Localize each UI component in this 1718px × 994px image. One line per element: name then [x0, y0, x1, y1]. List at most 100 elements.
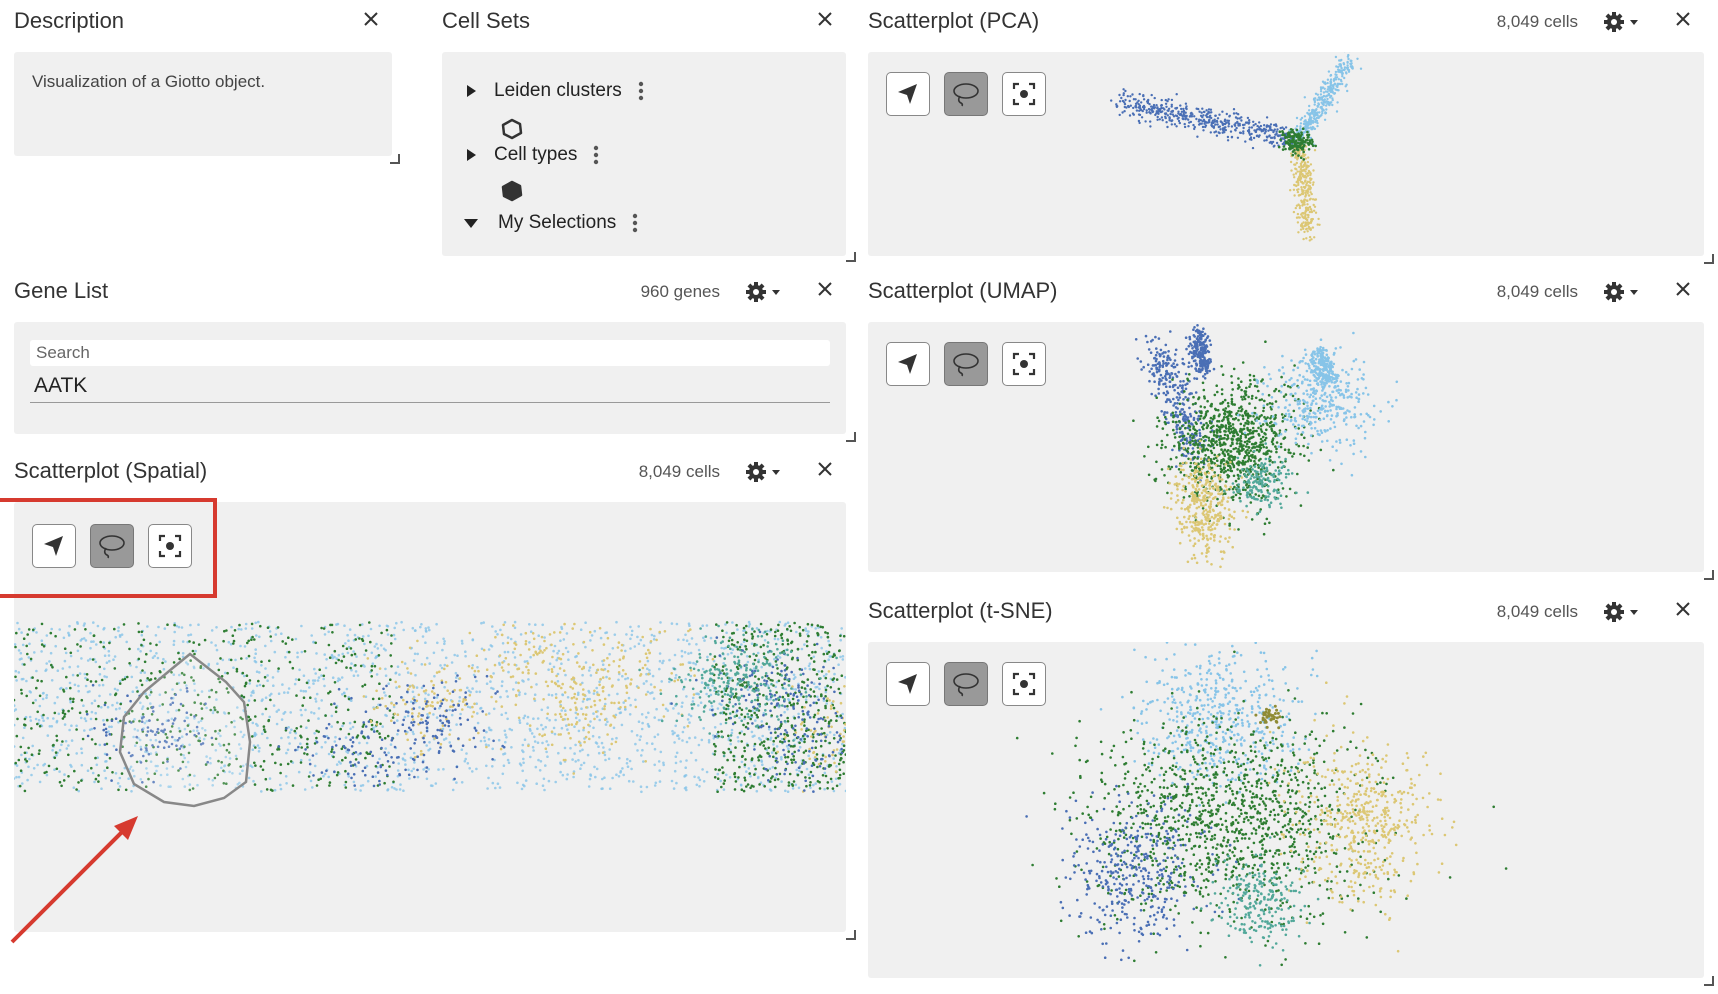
- pointer-tool-button[interactable]: [886, 72, 930, 116]
- caret-right-icon: [467, 85, 476, 97]
- cell-sets-title: Cell Sets: [442, 8, 531, 33]
- pca-panel: Scatterplot (PCA) 8,049 cells: [868, 0, 1714, 264]
- point-cluster: [1288, 52, 1363, 147]
- lasso-icon: [953, 353, 979, 377]
- tsne-scatter-canvas[interactable]: [868, 642, 1704, 978]
- lasso-icon: [953, 83, 979, 107]
- spatial-scatter-canvas[interactable]: [14, 502, 846, 932]
- cell-sets-close-button[interactable]: [812, 6, 838, 32]
- gene-list-title: Gene List: [14, 278, 109, 303]
- tree-item-label: My Selections: [498, 212, 617, 233]
- recenter-icon: [158, 534, 182, 558]
- gear-icon: [1604, 12, 1638, 32]
- umap-close-button[interactable]: [1670, 276, 1696, 302]
- gene-search-input[interactable]: Search: [30, 340, 830, 366]
- gene-item[interactable]: AATK: [34, 374, 88, 397]
- resize-handle[interactable]: [1704, 570, 1714, 580]
- cell-count: 8,049 cells: [1496, 282, 1578, 301]
- recenter-tool-button[interactable]: [1002, 72, 1046, 116]
- spatial-panel: Scatterplot (Spatial) 8,049 cells: [14, 450, 856, 940]
- gene-list-body: Search AATK: [14, 322, 846, 434]
- tsne-settings-button[interactable]: [1602, 600, 1642, 624]
- umap-plot-area[interactable]: [868, 322, 1704, 572]
- pointer-tool-button[interactable]: [32, 524, 76, 568]
- description-panel: Description Visualization of a Giotto ob…: [14, 0, 400, 164]
- pointer-tool-button[interactable]: [886, 662, 930, 706]
- point-cluster: [1025, 782, 1262, 962]
- more-vertical-icon: [638, 81, 643, 101]
- spatial-settings-button[interactable]: [744, 460, 784, 484]
- point-cluster: [1267, 681, 1458, 953]
- umap-scatter-canvas[interactable]: [868, 322, 1704, 572]
- point-cluster: [1099, 642, 1319, 807]
- gene-list-close-button[interactable]: [812, 276, 838, 302]
- resize-handle[interactable]: [1704, 254, 1714, 264]
- tree-item-cell-types[interactable]: Cell types: [462, 144, 601, 166]
- resize-handle[interactable]: [846, 252, 856, 262]
- tsne-plot-area[interactable]: [868, 642, 1704, 978]
- resize-handle[interactable]: [846, 930, 856, 940]
- umap-title: Scatterplot (UMAP): [868, 278, 1058, 303]
- pointer-arrow-icon: [44, 536, 63, 556]
- recenter-tool-button[interactable]: [1002, 662, 1046, 706]
- tsne-close-button[interactable]: [1670, 596, 1696, 622]
- point-cluster: [362, 622, 846, 793]
- description-text: Visualization of a Giotto object.: [32, 72, 266, 91]
- close-icon: [364, 12, 378, 26]
- lasso-tool-button[interactable]: [944, 72, 988, 116]
- point-cluster: [1200, 836, 1320, 967]
- point-cluster: [1015, 650, 1508, 967]
- point-cluster: [1289, 138, 1321, 242]
- tree-item-my-selections[interactable]: My Selections: [462, 212, 640, 234]
- gear-icon: [746, 282, 780, 302]
- gene-list-panel: Gene List 960 genes Search AATK: [14, 270, 856, 442]
- pointer-arrow-icon: [898, 674, 917, 694]
- recenter-icon: [1012, 672, 1036, 696]
- spatial-close-button[interactable]: [812, 456, 838, 482]
- tree-item-leiden-clusters[interactable]: Leiden clusters: [462, 80, 646, 102]
- gear-icon: [1604, 282, 1638, 302]
- umap-panel: Scatterplot (UMAP) 8,049 cells: [868, 270, 1714, 580]
- gene-count: 960 genes: [640, 282, 720, 301]
- point-cluster: [1162, 439, 1250, 569]
- lasso-tool-button[interactable]: [90, 524, 134, 568]
- gear-icon: [746, 462, 780, 482]
- resize-handle[interactable]: [846, 432, 856, 442]
- pca-settings-button[interactable]: [1602, 10, 1642, 34]
- spatial-plot-area[interactable]: [14, 502, 846, 932]
- recenter-tool-button[interactable]: [1002, 342, 1046, 386]
- point-cluster: [1184, 324, 1216, 380]
- close-icon: [818, 12, 832, 26]
- tsne-title: Scatterplot (t-SNE): [868, 598, 1053, 623]
- lasso-tool-button[interactable]: [944, 342, 988, 386]
- selection-filled-icon: [501, 180, 523, 202]
- lasso-selection-outline: [118, 652, 252, 808]
- close-icon: [1676, 12, 1690, 26]
- umap-settings-button[interactable]: [1602, 280, 1642, 304]
- description-title: Description: [14, 8, 125, 33]
- description-close-button[interactable]: [358, 6, 384, 32]
- cell-count: 8,049 cells: [1496, 602, 1578, 621]
- pca-close-button[interactable]: [1670, 6, 1696, 32]
- close-icon: [818, 462, 832, 476]
- lasso-icon: [99, 535, 125, 559]
- recenter-icon: [1012, 352, 1036, 376]
- resize-handle[interactable]: [1704, 976, 1714, 986]
- spatial-title: Scatterplot (Spatial): [14, 458, 208, 483]
- pointer-tool-button[interactable]: [886, 342, 930, 386]
- pca-scatter-canvas[interactable]: [868, 52, 1704, 256]
- gene-list-settings-button[interactable]: [744, 280, 784, 304]
- close-icon: [1676, 282, 1690, 296]
- more-vertical-icon: [633, 213, 638, 233]
- caret-down-icon: [464, 219, 478, 228]
- recenter-tool-button[interactable]: [148, 524, 192, 568]
- lasso-tool-button[interactable]: [944, 662, 988, 706]
- pca-plot-area[interactable]: [868, 52, 1704, 256]
- lasso-icon: [953, 673, 979, 697]
- resize-handle[interactable]: [390, 154, 400, 164]
- divider: [30, 402, 830, 403]
- caret-right-icon: [467, 149, 476, 161]
- point-cluster: [85, 630, 844, 793]
- close-icon: [1676, 602, 1690, 616]
- recenter-icon: [1012, 82, 1036, 106]
